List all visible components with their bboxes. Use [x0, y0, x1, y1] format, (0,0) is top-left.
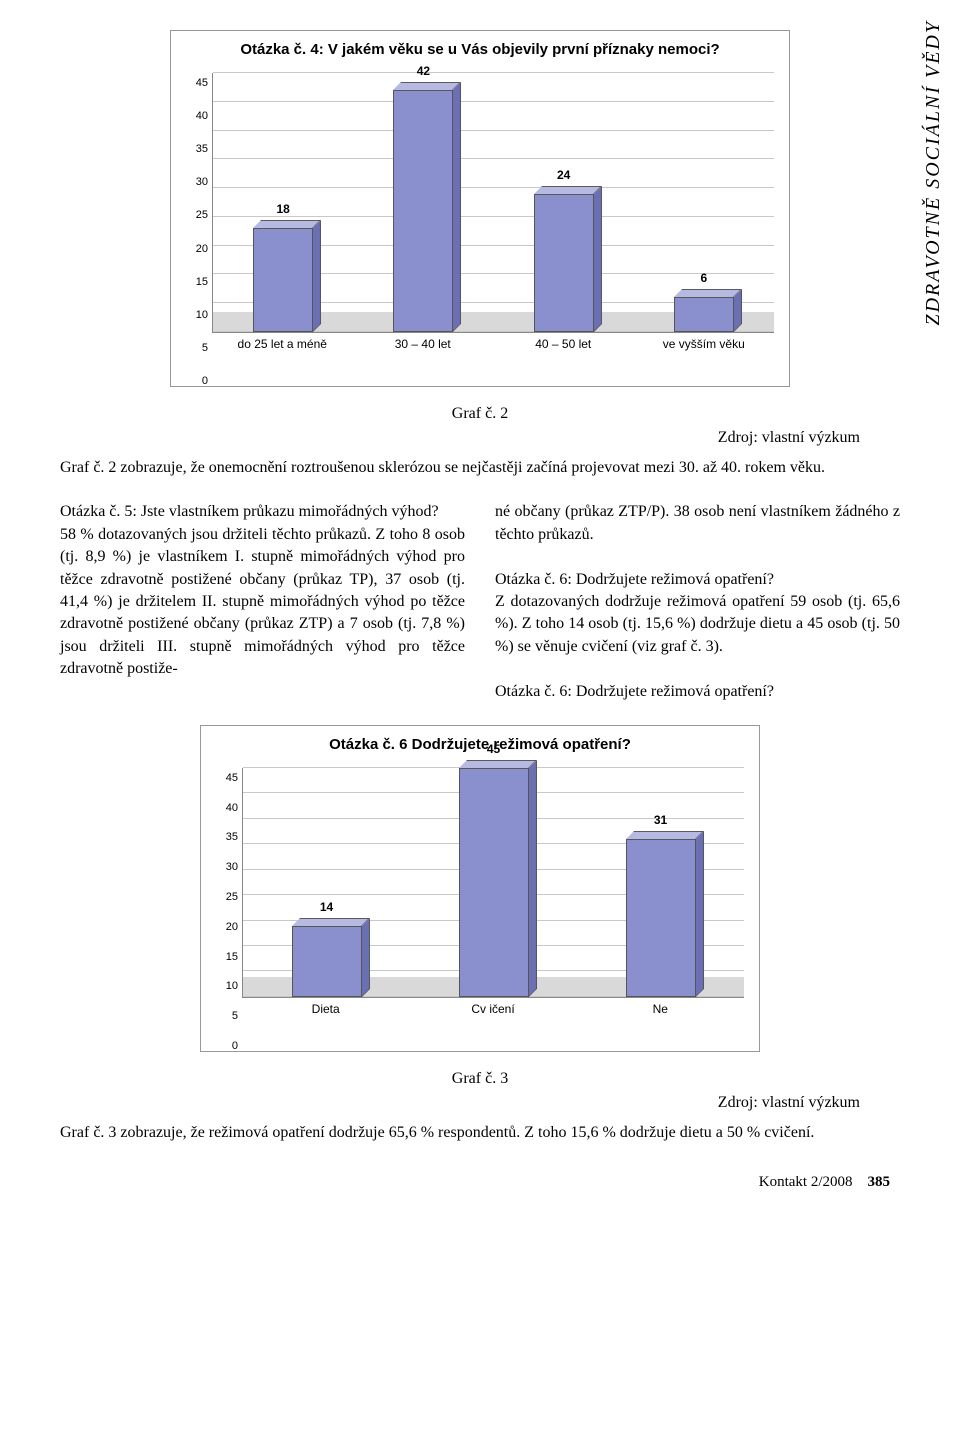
chart-2-box: Otázka č. 6 Dodržujete režimová opatření…	[200, 725, 760, 1052]
bar-value-label: 14	[320, 900, 333, 914]
footer-page-number: 385	[868, 1174, 891, 1190]
bar-value-label: 24	[557, 168, 570, 182]
column-right-text: né občany (průkaz ZTP/P). 38 osob není v…	[495, 501, 900, 703]
bar-top-face	[253, 220, 321, 228]
xtick-label: 40 – 50 let	[493, 337, 634, 351]
bar-slot: 42	[353, 73, 493, 332]
bar	[253, 228, 313, 332]
bar-slot: 14	[243, 768, 410, 997]
chart-1-plot-area: 18 42 24 6	[212, 73, 774, 333]
bar-value-label: 42	[417, 64, 430, 78]
bar-side-face	[594, 186, 602, 332]
bar-top-face	[393, 82, 461, 90]
bar-slot: 18	[213, 73, 353, 332]
bar	[534, 194, 594, 332]
xtick-label: Cv ičení	[409, 1002, 576, 1016]
bar-side-face	[453, 82, 461, 332]
xtick-label: 30 – 40 let	[353, 337, 494, 351]
bar-top-face	[459, 760, 537, 768]
side-vertical-label: ZDRAVOTNĚ SOCIÁLNÍ VĚDY	[922, 20, 945, 326]
bar	[626, 839, 696, 997]
bar-side-face	[362, 918, 370, 997]
graf-2-label: Graf č. 3	[60, 1070, 900, 1088]
chart-1-title: Otázka č. 4: V jakém věku se u Vás objev…	[186, 41, 774, 58]
xtick-label: Dieta	[242, 1002, 409, 1016]
page-footer: Kontakt 2/2008 385	[60, 1174, 900, 1191]
graf-2-source: Zdroj: vlastní výzkum	[60, 1094, 900, 1112]
bar-slot: 45	[410, 768, 577, 997]
bar	[393, 90, 453, 332]
bar-side-face	[696, 831, 704, 997]
xtick-label: Ne	[577, 1002, 744, 1016]
bar-top-face	[534, 186, 602, 194]
bar-side-face	[313, 220, 321, 332]
bar-slot: 24	[494, 73, 634, 332]
footer-journal: Kontakt 2/2008	[759, 1174, 853, 1190]
graf-1-source: Zdroj: vlastní výzkum	[60, 429, 900, 447]
paragraph-graf3-desc: Graf č. 3 zobrazuje, že režimová opatřen…	[60, 1122, 900, 1144]
chart-1-xaxis: do 25 let a méně30 – 40 let40 – 50 letve…	[212, 337, 774, 351]
xtick-label: ve vyšším věku	[634, 337, 775, 351]
chart-2-title: Otázka č. 6 Dodržujete režimová opatření…	[216, 736, 744, 753]
xtick-label: do 25 let a méně	[212, 337, 353, 351]
chart-2-xaxis: DietaCv ičeníNe	[242, 1002, 744, 1016]
bar-value-label: 45	[487, 742, 500, 756]
bar	[459, 768, 529, 997]
chart-2-yaxis: 051015202530354045	[216, 768, 242, 1036]
paragraph-graf2-desc: Graf č. 2 zobrazuje, že onemocnění roztr…	[60, 457, 900, 479]
bar-top-face	[674, 289, 742, 297]
bar-value-label: 31	[654, 813, 667, 827]
bar	[292, 926, 362, 997]
bar-value-label: 6	[701, 271, 708, 285]
bar-top-face	[626, 831, 704, 839]
bar-value-label: 18	[276, 202, 289, 216]
bar-side-face	[529, 760, 537, 997]
chart-1-yaxis: 051015202530354045	[186, 73, 212, 371]
chart-1-box: Otázka č. 4: V jakém věku se u Vás objev…	[170, 30, 790, 387]
column-left-text: Otázka č. 5: Jste vlastníkem průkazu mim…	[60, 501, 465, 703]
bar-top-face	[292, 918, 370, 926]
graf-1-label: Graf č. 2	[60, 405, 900, 423]
bar-slot: 6	[634, 73, 774, 332]
bar	[674, 297, 734, 332]
bar-side-face	[734, 289, 742, 332]
bar-slot: 31	[577, 768, 744, 997]
chart-2-plot-area: 14 45 31	[242, 768, 744, 998]
